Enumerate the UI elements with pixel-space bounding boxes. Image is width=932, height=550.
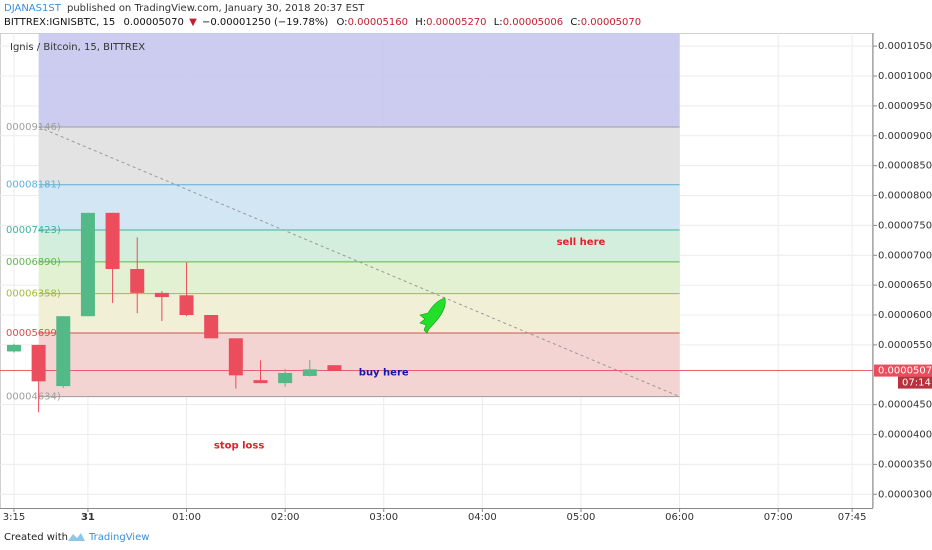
annotation: sell here	[557, 237, 606, 248]
h-label: H:	[415, 17, 426, 28]
candle-body	[130, 269, 145, 293]
l: 0.00005006	[503, 17, 563, 28]
fib-band	[38, 33, 680, 128]
change: −0.00001250 (−19.78%)	[202, 17, 328, 28]
candle-body	[105, 212, 120, 270]
countdown-tag	[898, 376, 932, 389]
candle-body	[204, 315, 219, 339]
x-tick-label: 06:00	[665, 512, 694, 523]
candle-body	[154, 292, 169, 298]
fib-label: 00006358)	[6, 289, 61, 300]
x-tick-label: 04:00	[468, 512, 497, 523]
o: 0.00005160	[348, 17, 408, 28]
footer-brand[interactable]: TradingView	[88, 532, 149, 543]
fib-label: 00004634)	[6, 392, 61, 403]
candle-body	[253, 380, 268, 384]
x-tick-label: 07:00	[764, 512, 793, 523]
fib-label: 00005699)	[6, 328, 61, 339]
x-tick-label: 07:45	[838, 512, 867, 523]
candle-body	[228, 338, 243, 376]
fib-band	[38, 184, 680, 230]
tradingview-logo	[68, 533, 85, 541]
countdown-label: 07:14	[902, 378, 931, 389]
candle-body	[56, 316, 71, 387]
candle-body	[302, 369, 317, 376]
fib-band	[38, 127, 680, 185]
x-tick-label: 01:00	[172, 512, 201, 523]
candle-body	[327, 365, 342, 371]
l-label: L:	[494, 17, 503, 28]
fib-band	[38, 261, 680, 294]
c-label: C:	[570, 17, 580, 28]
candle-body	[80, 212, 95, 317]
header-line-2: BITTREX:IGNISBTC, 15 0.00005070 ▼ −0.000…	[4, 17, 641, 28]
fib-label: 00008181)	[6, 180, 61, 191]
trend-line	[38, 126, 680, 398]
footer-created: Created with	[4, 532, 68, 543]
fib-band	[38, 332, 680, 397]
fib-label: 00009146)	[6, 122, 61, 133]
fib-band	[38, 229, 680, 262]
o-label: O:	[336, 17, 347, 28]
candle-body	[179, 295, 194, 316]
h: 0.00005270	[426, 17, 486, 28]
x-tick-label: 03:00	[369, 512, 398, 523]
last-price-tag	[874, 364, 932, 377]
plot: 00009146) 00008181) 00007423) 00006890) 0000…	[0, 33, 873, 508]
last: 0.00005070	[123, 17, 183, 28]
y-tick-label: 0.00003000	[878, 489, 932, 500]
c: 0.00005070	[581, 17, 641, 28]
fib-band	[38, 293, 680, 333]
annotation: buy here	[359, 367, 409, 378]
symbol: BITTREX:IGNISBTC, 15	[4, 17, 115, 28]
candle-body	[6, 344, 21, 352]
rocket-icon	[419, 297, 446, 334]
chart-legend: Ignis / Bitcoin, 15, BITTREX	[10, 42, 145, 53]
x-tick-label: 02:00	[271, 512, 300, 523]
header-line-1: DJANAS1ST published on TradingView.com, …	[4, 3, 365, 14]
author[interactable]: DJANAS1ST	[4, 3, 62, 14]
change-arrow: ▼	[189, 17, 197, 28]
fib-label: 00007423)	[6, 225, 61, 236]
candle-body	[278, 372, 293, 384]
published: published on TradingView.com, January 30…	[67, 3, 365, 14]
x-tick-label: 31	[81, 512, 95, 523]
last-price-label: 0.00005070	[878, 366, 932, 377]
x-tick-label: 3:15	[3, 512, 25, 523]
x-tick-label: 05:00	[567, 512, 596, 523]
fib-label: 00006890)	[6, 257, 61, 268]
candle-body	[31, 344, 46, 382]
annotation: stop loss	[214, 440, 264, 451]
